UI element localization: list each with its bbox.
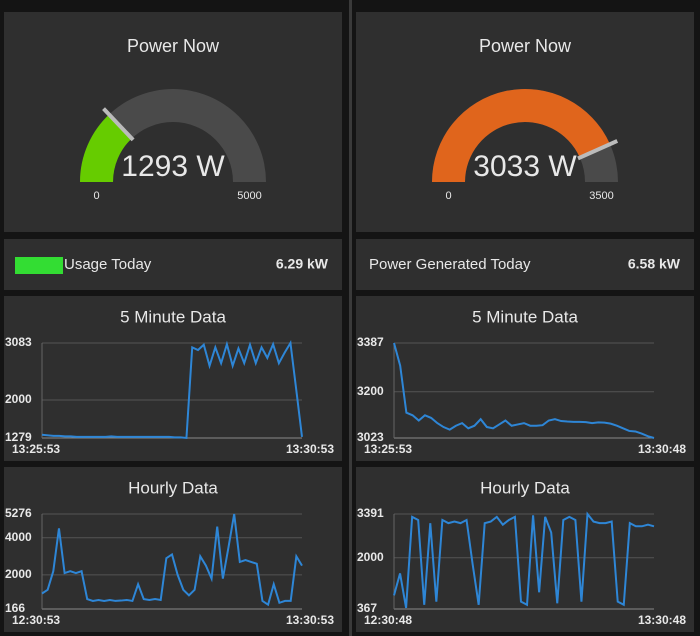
y-tick-label: 1279	[5, 430, 32, 444]
stat-label: Power Generated Today	[369, 256, 531, 273]
y-tick-label: 3200	[357, 384, 384, 398]
data-line	[41, 339, 303, 440]
chart-title: Hourly Data	[128, 478, 218, 497]
x-label-end: 13:30:53	[286, 613, 334, 627]
chart-title: Hourly Data	[480, 478, 570, 497]
divider	[349, 0, 352, 636]
panel	[356, 296, 694, 461]
gauge-value: 1293 W	[121, 150, 225, 183]
stat-label: Usage Today	[64, 256, 152, 273]
panel	[4, 296, 342, 461]
gauge-track	[80, 89, 266, 182]
y-tick-label: 3083	[5, 335, 32, 349]
y-tick-label: 5276	[5, 506, 32, 520]
x-label-start: 13:25:53	[12, 442, 60, 456]
x-label-end: 13:30:48	[638, 613, 686, 627]
gauge-title: Power Now	[127, 36, 220, 56]
x-label-start: 12:30:53	[12, 613, 60, 627]
y-tick-label: 367	[357, 601, 377, 615]
y-tick-label: 3391	[357, 506, 384, 520]
x-label-end: 13:30:48	[638, 442, 686, 456]
panel	[4, 467, 342, 632]
y-tick-label: 166	[5, 601, 25, 615]
gauge-max: 3500	[589, 190, 613, 202]
y-tick-label: 3387	[357, 335, 384, 349]
panel	[356, 239, 694, 290]
chart-title: 5 Minute Data	[120, 307, 226, 326]
gauge-needle	[577, 139, 619, 161]
x-label-start: 13:25:53	[364, 442, 412, 456]
chart-title: 5 Minute Data	[472, 307, 578, 326]
data-line	[41, 513, 303, 607]
stat-value: 6.29 kW	[276, 256, 329, 272]
y-tick-label: 2000	[5, 567, 32, 581]
gauge-title: Power Now	[479, 36, 572, 56]
swatch	[15, 257, 63, 274]
gauge-needle	[102, 107, 135, 142]
y-tick-label: 2000	[5, 392, 32, 406]
y-tick-label: 2000	[357, 550, 384, 564]
gauge-min: 0	[445, 190, 451, 202]
x-label-start: 12:30:48	[364, 613, 412, 627]
stat-value: 6.58 kW	[628, 256, 681, 272]
gauge-max: 5000	[237, 190, 261, 202]
gauge-fill	[80, 114, 132, 182]
x-label-end: 13:30:53	[286, 442, 334, 456]
y-tick-label: 3023	[357, 430, 384, 444]
data-line	[393, 511, 655, 609]
gauge-value: 3033 W	[473, 150, 577, 183]
gauge-min: 0	[93, 190, 99, 202]
data-line	[393, 342, 655, 439]
gauge-fill	[432, 88, 610, 182]
y-tick-label: 4000	[5, 530, 32, 544]
